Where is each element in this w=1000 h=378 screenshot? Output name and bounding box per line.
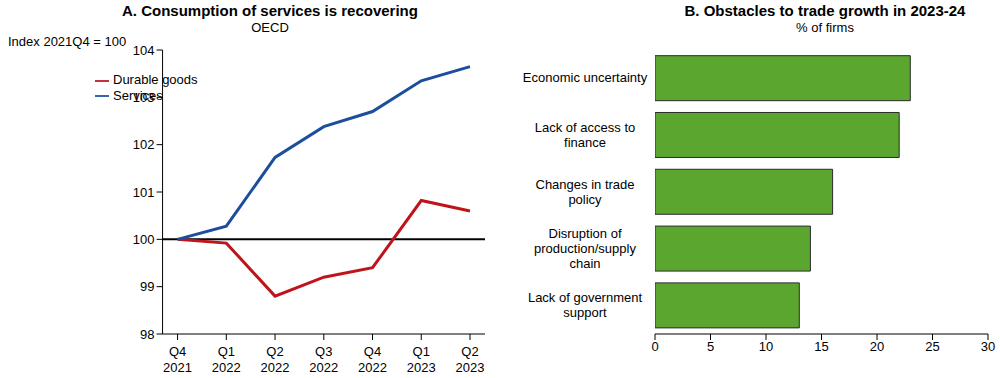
svg-text:5: 5 — [707, 339, 714, 354]
svg-text:Q32022: Q32022 — [309, 344, 338, 375]
svg-text:Q42022: Q42022 — [358, 344, 387, 375]
svg-text:Disruption ofproduction/supply: Disruption ofproduction/supplychain — [534, 226, 636, 271]
svg-text:Q12023: Q12023 — [407, 344, 436, 375]
svg-text:98: 98 — [140, 327, 154, 342]
svg-text:102: 102 — [133, 137, 155, 152]
svg-text:25: 25 — [925, 339, 939, 354]
svg-text:Q42021: Q42021 — [163, 344, 192, 375]
svg-text:10: 10 — [759, 339, 773, 354]
svg-text:Q22022: Q22022 — [261, 344, 290, 375]
svg-text:0: 0 — [651, 339, 658, 354]
svg-text:100: 100 — [133, 232, 155, 247]
svg-text:15: 15 — [814, 339, 828, 354]
svg-text:30: 30 — [981, 339, 992, 354]
svg-text:Changes in tradepolicy: Changes in tradepolicy — [535, 177, 634, 207]
svg-text:Q22023: Q22023 — [456, 344, 485, 375]
svg-text:99: 99 — [140, 279, 154, 294]
svg-text:104: 104 — [133, 43, 155, 58]
svg-text:Q12022: Q12022 — [212, 344, 241, 375]
svg-text:103: 103 — [133, 90, 155, 105]
svg-text:Lack of governmentsupport: Lack of governmentsupport — [528, 290, 643, 320]
svg-text:Economic uncertainty: Economic uncertainty — [523, 70, 648, 85]
svg-text:20: 20 — [870, 339, 884, 354]
svg-text:Lack of access tofinance: Lack of access tofinance — [535, 120, 635, 150]
svg-text:101: 101 — [133, 185, 155, 200]
